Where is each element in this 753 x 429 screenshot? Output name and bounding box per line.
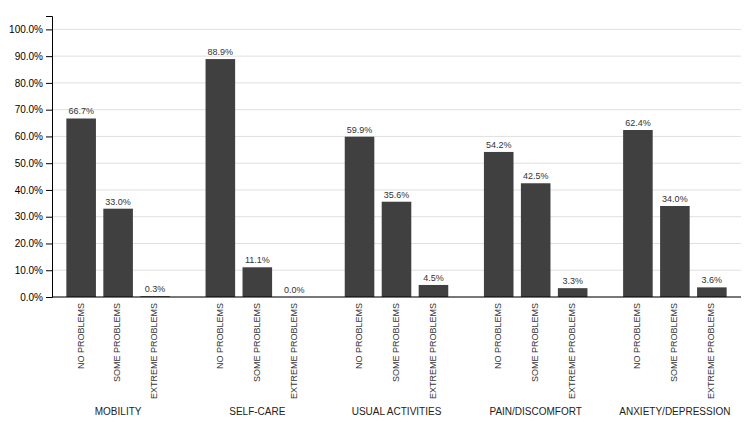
group-label: PAIN/DISCOMFORT [489,406,581,417]
data-label: 33.0% [105,197,131,207]
y-tick-mark [46,270,52,271]
y-tick: 50.0% [15,158,52,169]
grid [52,29,741,297]
y-tick: 70.0% [15,104,52,115]
data-label: 0.0% [284,285,305,295]
bar [484,152,514,297]
y-tick-label: 60.0% [15,131,43,142]
y-tick: 90.0% [15,51,52,62]
y-tick-label: 80.0% [15,78,43,89]
y-tick: 20.0% [15,238,52,249]
bar [345,137,375,297]
y-tick-mark [46,243,52,244]
bars [66,59,726,297]
plot: 0.0% 10.0% 20.0% 30.0% 40.0% 50.0% 60.0% 70.0% 8… [9,17,741,418]
y-tick-label: 70.0% [15,104,43,115]
y-tick-mark [46,136,52,137]
data-label: 66.7% [68,106,94,116]
x-tick-label: NO PROBLEMS [354,303,364,369]
x-tick-label: SOME PROBLEMS [669,303,679,382]
x-tick-label: NO PROBLEMS [76,303,86,369]
y-axis-line [46,17,53,298]
y-tick-label: 100.0% [9,24,43,35]
y-tick-label: 90.0% [15,51,43,62]
x-tick-label: EXTREME PROBLEMS [289,303,299,399]
y-tick: 40.0% [15,185,52,196]
x-tick-label: SOME PROBLEMS [112,303,122,382]
data-label: 88.9% [208,47,234,57]
x-tick-label: SOME PROBLEMS [252,303,262,382]
group-label: ANXIETY/DEPRESSION [619,406,730,417]
grid-line [52,82,741,83]
grid-line [52,109,741,110]
y-tick-mark [46,56,52,57]
chart: 0.0% 10.0% 20.0% 30.0% 40.0% 50.0% 60.0% 70.0% 8… [0,0,753,429]
y-tick-label: 20.0% [15,238,43,249]
y-tick-mark [46,110,52,111]
y-tick-mark [46,190,52,191]
data-label: 34.0% [662,194,688,204]
x-tick-label: EXTREME PROBLEMS [567,303,577,399]
x-tick-label: EXTREME PROBLEMS [706,303,716,399]
group-labels: MOBILITY SELF-CARE USUAL ACTIVITIES PAIN/DI… [95,406,731,417]
y-tick-mark [46,83,52,84]
x-axis-line [52,297,741,298]
y-tick-label: 0.0% [20,292,43,303]
y-tick-label: 40.0% [15,185,43,196]
y-tick: 100.0% [9,24,52,35]
y-tick-mark [46,297,52,298]
y-tick-label: 10.0% [15,265,43,276]
y-tick-mark [46,163,52,164]
bar [419,285,449,297]
data-label: 11.1% [245,255,270,265]
x-tick-label: EXTREME PROBLEMS [149,303,159,399]
y-tick: 10.0% [15,265,52,276]
grid-line [52,29,741,30]
bar [521,183,551,297]
data-label: 59.9% [347,125,373,135]
group-label: MOBILITY [95,406,142,417]
bar [243,267,273,297]
y-tick: 30.0% [15,211,52,222]
bar [623,130,653,297]
data-label: 3.3% [562,276,583,286]
bar [66,118,96,297]
bar [558,288,588,297]
y-tick: 60.0% [15,131,52,142]
grid-line [52,297,741,298]
bar [660,206,690,297]
bar [206,59,236,297]
x-tick-label: NO PROBLEMS [493,303,503,369]
bar [697,287,727,297]
y-tick-label: 50.0% [15,158,43,169]
y-tick: 0.0% [20,292,52,303]
data-label: 0.3% [145,284,166,294]
data-labels: 66.7% 33.0% 0.3% 88.9% 11.1% 0.0% 59.9% 35.6% 4.… [68,47,722,295]
bar [103,209,133,297]
x-tick-label: NO PROBLEMS [215,303,225,369]
x-tick-label: NO PROBLEMS [632,303,642,369]
data-label: 42.5% [523,171,549,181]
group-label: USUAL ACTIVITIES [352,406,442,417]
y-axis: 0.0% 10.0% 20.0% 30.0% 40.0% 50.0% 60.0% 70.0% 8… [9,17,52,303]
y-tick-mark [46,217,52,218]
x-tick-label: EXTREME PROBLEMS [428,303,438,399]
x-tick-label: SOME PROBLEMS [530,303,540,382]
data-label: 3.6% [702,275,723,285]
data-label: 35.6% [384,190,410,200]
data-label: 4.5% [423,273,444,283]
grid-line [52,56,741,57]
x-tick-labels: NO PROBLEMS SOME PROBLEMS EXTREME PROBLEMS… [76,303,717,399]
data-label: 54.2% [486,140,512,150]
data-label: 62.4% [625,118,651,128]
y-tick-mark [46,29,52,30]
x-tick-label: SOME PROBLEMS [391,303,401,382]
y-tick-label: 30.0% [15,211,43,222]
bar [382,202,412,297]
group-label: SELF-CARE [229,406,285,417]
y-tick: 80.0% [15,78,52,89]
